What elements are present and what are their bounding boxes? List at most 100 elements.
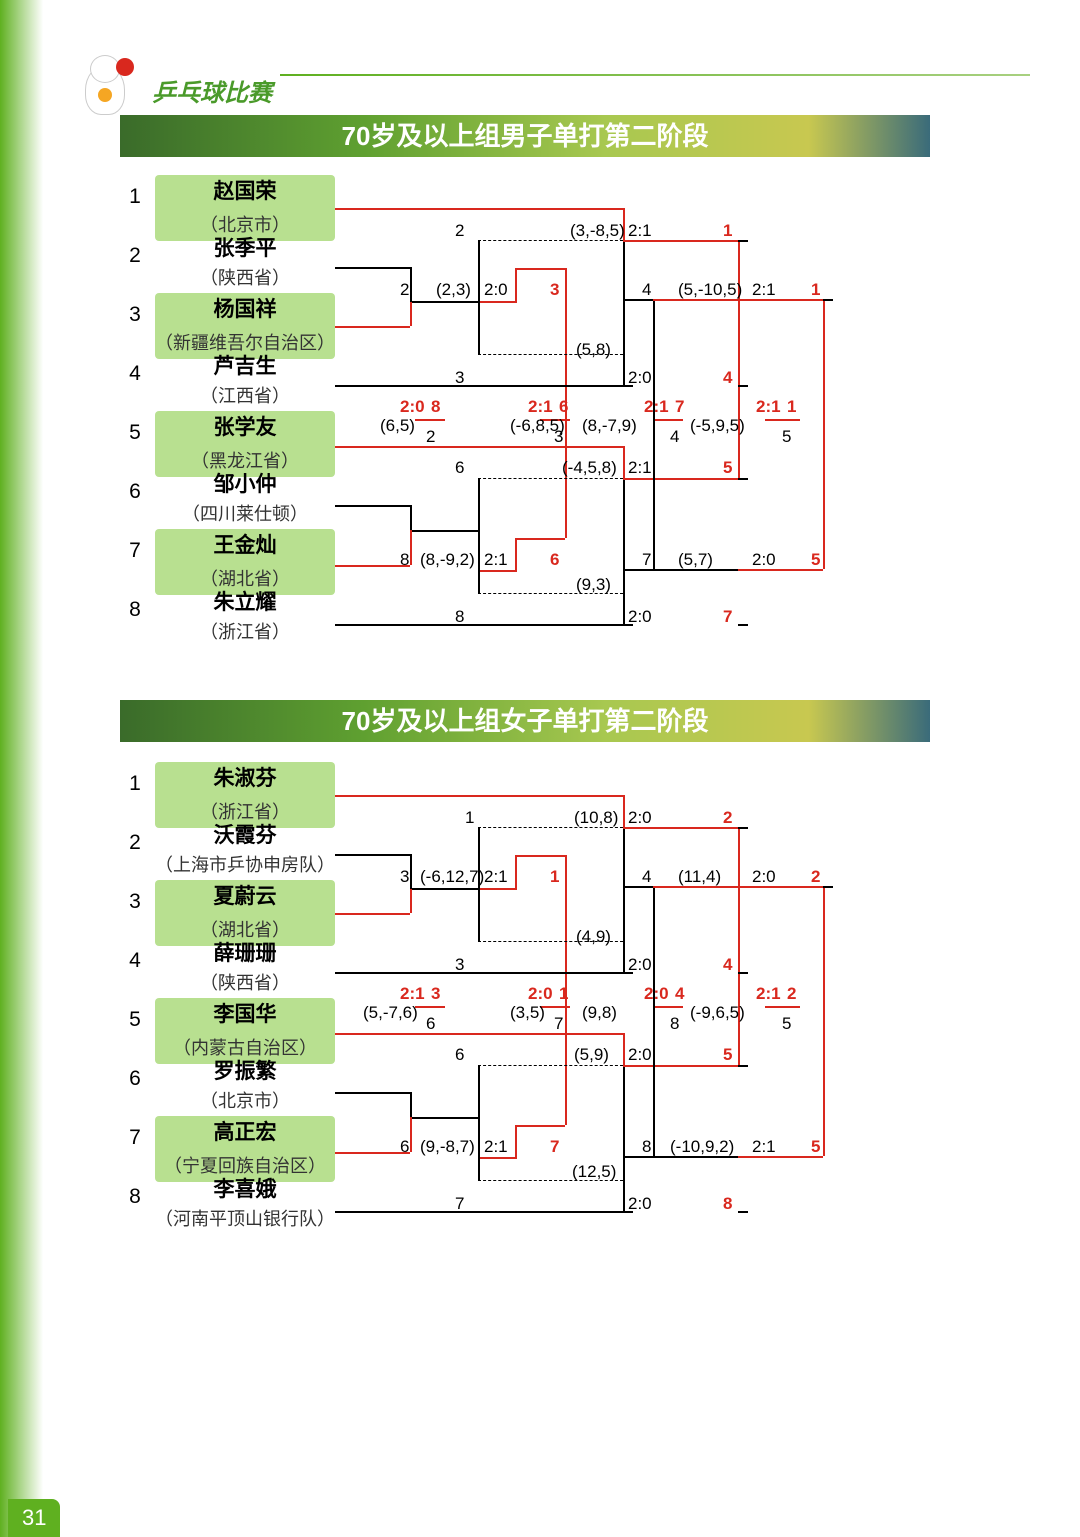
bracket-line bbox=[653, 419, 683, 421]
seed-number: 6 bbox=[120, 1067, 150, 1091]
bracket-line bbox=[335, 505, 410, 507]
seed-number: 5 bbox=[120, 1008, 150, 1032]
bracket-line bbox=[478, 1065, 623, 1066]
score-label: (11,4) bbox=[678, 867, 721, 887]
score-label: 6 bbox=[455, 458, 464, 478]
seed-number: 1 bbox=[120, 185, 150, 209]
player-name: 张学友 bbox=[155, 411, 335, 445]
player-origin: （陕西省） bbox=[155, 969, 335, 997]
score-label: 2:0 bbox=[752, 550, 776, 570]
bracket-line bbox=[738, 972, 748, 974]
score-label: (9,-8,7) bbox=[420, 1137, 475, 1157]
bracket-line bbox=[738, 827, 748, 829]
score-label: 3 bbox=[431, 984, 440, 1004]
player-box: 朱淑芬（浙江省） bbox=[155, 762, 335, 828]
bracket-line bbox=[335, 385, 625, 387]
score-label: 2:0 bbox=[628, 955, 652, 975]
bracket-line bbox=[410, 854, 412, 889]
bracket-line bbox=[335, 208, 625, 210]
player-name: 朱立耀 bbox=[155, 588, 335, 618]
score-label: 2:0 bbox=[644, 984, 669, 1004]
score-label: (2,3) bbox=[436, 280, 471, 300]
bracket-line bbox=[565, 420, 567, 538]
score-label: 6 bbox=[455, 1045, 464, 1065]
bracket-line bbox=[623, 478, 738, 480]
bracket-diagram: 1赵国荣（北京市）2张季平（陕西省）3杨国祥（新疆维吾尔自治区）4芦吉生（江西省… bbox=[120, 175, 930, 665]
score-label: 5 bbox=[782, 427, 791, 447]
bracket-line bbox=[738, 624, 748, 626]
bracket-line bbox=[478, 301, 517, 303]
bracket-line bbox=[653, 299, 655, 569]
player-box: 朱立耀（浙江省） bbox=[155, 588, 335, 646]
player-origin: （浙江省） bbox=[155, 618, 335, 646]
bracket-line bbox=[478, 240, 480, 355]
bracket-line bbox=[410, 1117, 412, 1152]
score-label: (10,8) bbox=[574, 808, 618, 828]
bracket-line bbox=[335, 326, 410, 328]
score-label: (5,-10,5) bbox=[678, 280, 742, 300]
bracket-line bbox=[478, 888, 517, 890]
score-label: 5 bbox=[782, 1014, 791, 1034]
event-label: 乒乓球比赛 bbox=[152, 73, 272, 108]
player-name: 罗振繁 bbox=[155, 1057, 335, 1087]
score-label: 2:1 bbox=[528, 397, 553, 417]
score-label: 7 bbox=[642, 550, 651, 570]
seed-number: 5 bbox=[120, 421, 150, 445]
seed-number: 1 bbox=[120, 772, 150, 796]
score-label: 2:0 bbox=[628, 1194, 652, 1214]
score-label: 2:1 bbox=[644, 397, 669, 417]
score-label: 2 bbox=[811, 867, 820, 887]
bracket-line bbox=[410, 302, 478, 303]
bracket-line bbox=[335, 446, 625, 448]
player-origin: （陕西省） bbox=[155, 264, 335, 292]
player-name: 赵国荣 bbox=[155, 175, 335, 209]
score-label: 7 bbox=[723, 607, 732, 627]
bracket-line bbox=[410, 889, 478, 890]
bracket-line bbox=[823, 299, 825, 569]
player-box: 高正宏（宁夏回族自治区） bbox=[155, 1116, 335, 1182]
score-label: (-4,5,8) bbox=[562, 458, 617, 478]
bracket-line bbox=[765, 419, 800, 421]
score-label: 8 bbox=[642, 1137, 651, 1157]
score-label: 4 bbox=[642, 280, 651, 300]
score-label: 6 bbox=[559, 397, 568, 417]
player-origin: （江西省） bbox=[155, 382, 335, 410]
bracket-line bbox=[335, 565, 410, 567]
player-origin: （北京市） bbox=[155, 1087, 335, 1115]
bracket-line bbox=[335, 1152, 410, 1154]
score-label: 2:0 bbox=[484, 280, 508, 300]
player-box: 薛珊珊（陕西省） bbox=[155, 939, 335, 997]
score-label: 2:0 bbox=[528, 984, 553, 1004]
bracket-line bbox=[335, 1092, 410, 1094]
score-label: 2 bbox=[400, 280, 409, 300]
bracket-line bbox=[738, 385, 748, 387]
score-label: 2:0 bbox=[628, 808, 652, 828]
bracket-diagram: 1朱淑芬（浙江省）2沃霞芬（上海市乒协申房队）3夏蔚云（湖北省）4薛珊珊（陕西省… bbox=[120, 762, 930, 1252]
player-box: 沃霞芬（上海市乒协申房队） bbox=[155, 821, 335, 879]
score-label: 1 bbox=[811, 280, 820, 300]
bracket-line bbox=[515, 855, 565, 857]
score-label: (4,9) bbox=[576, 927, 611, 947]
score-label: 4 bbox=[675, 984, 684, 1004]
seed-number: 8 bbox=[120, 1185, 150, 1209]
score-label: (9,8) bbox=[582, 1003, 617, 1023]
player-box: 张季平（陕西省） bbox=[155, 234, 335, 292]
score-label: 3 bbox=[554, 427, 563, 447]
bracket-line bbox=[478, 570, 517, 572]
bracket-line bbox=[415, 1006, 445, 1008]
player-box: 芦吉生（江西省） bbox=[155, 352, 335, 410]
score-label: 6 bbox=[426, 1014, 435, 1034]
bracket-line bbox=[335, 1211, 625, 1213]
score-label: 8 bbox=[400, 550, 409, 570]
bracket-line bbox=[623, 240, 625, 385]
score-label: 4 bbox=[723, 955, 732, 975]
player-box: 张学友（黑龙江省） bbox=[155, 411, 335, 477]
score-label: (3,5) bbox=[510, 1003, 545, 1023]
bracket-line bbox=[623, 1065, 625, 1211]
seed-number: 6 bbox=[120, 480, 150, 504]
bracket-line bbox=[515, 268, 565, 270]
score-label: 5 bbox=[811, 550, 820, 570]
header-divider bbox=[280, 74, 1030, 76]
player-name: 沃霞芬 bbox=[155, 821, 335, 851]
score-label: 8 bbox=[455, 607, 464, 627]
